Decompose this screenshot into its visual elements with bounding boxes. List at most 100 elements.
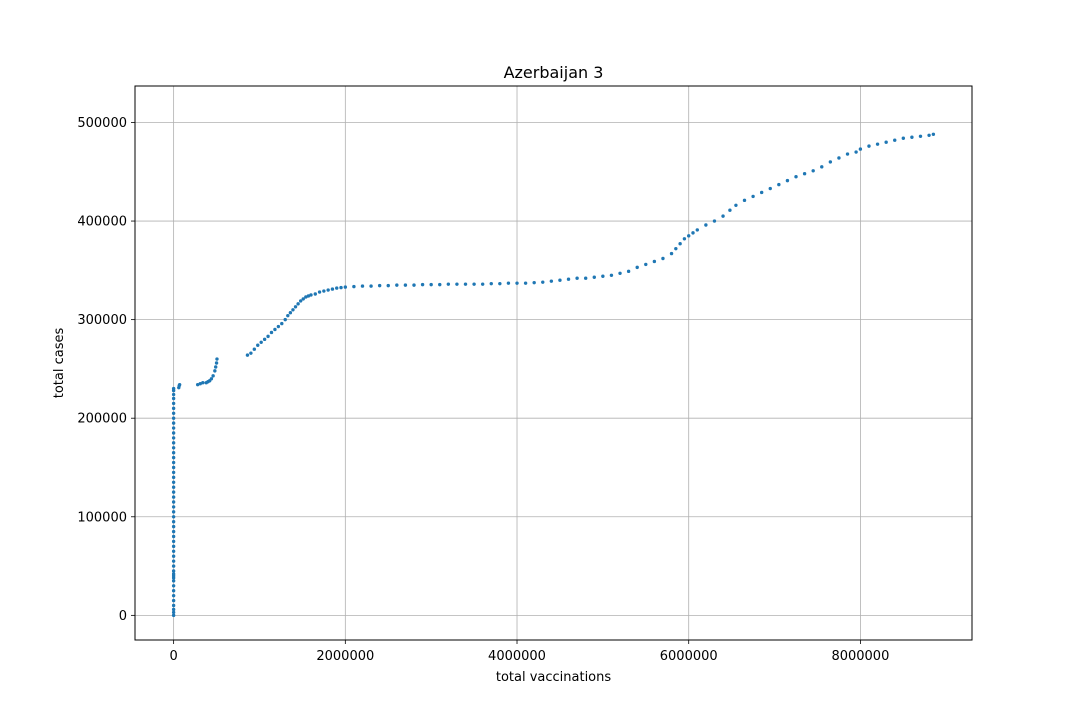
data-point [583, 276, 588, 280]
data-point [901, 136, 906, 140]
data-point [820, 165, 824, 169]
data-point [335, 286, 339, 290]
data-point [927, 133, 931, 137]
data-point [171, 505, 176, 509]
y-tick-label: 300000 [77, 313, 127, 328]
data-point [213, 369, 217, 373]
data-point [171, 465, 176, 470]
data-point [171, 411, 176, 415]
data-point [286, 313, 290, 318]
axis-ticks: 0 2000000 4000000 6000000 8000000 0 100000 2000… [77, 116, 889, 664]
data-point [213, 365, 218, 369]
data-point [682, 237, 687, 241]
data-point [245, 353, 250, 357]
data-point [171, 490, 176, 494]
data-point [811, 169, 815, 173]
data-point [291, 308, 295, 312]
data-point [704, 223, 708, 227]
data-point [304, 295, 308, 299]
data-point [171, 534, 176, 539]
data-point [330, 287, 335, 291]
data-point [198, 382, 202, 386]
data-point [403, 283, 408, 287]
data-point [695, 228, 699, 232]
data-point [171, 524, 176, 529]
data-point [171, 554, 176, 558]
data-point [463, 282, 468, 286]
x-tick-label: 0 [169, 649, 177, 664]
data-point [339, 285, 343, 290]
data-point [171, 610, 176, 615]
data-point [837, 156, 841, 160]
data-point [171, 401, 176, 406]
data-point [301, 297, 305, 301]
data-point [828, 160, 833, 164]
data-point [742, 198, 747, 203]
data-point [313, 292, 317, 296]
data-point [171, 515, 176, 519]
data-point [195, 382, 200, 387]
data-point [171, 460, 176, 465]
data-point [759, 190, 764, 195]
data-points [171, 132, 936, 618]
data-point [171, 603, 176, 608]
data-point [867, 144, 871, 148]
data-point [317, 290, 322, 294]
data-point [875, 142, 880, 146]
data-point [171, 421, 176, 425]
data-point [171, 607, 176, 612]
y-tick-label: 200000 [77, 412, 127, 427]
data-point [283, 317, 287, 322]
data-point [201, 381, 205, 385]
data-point [618, 271, 622, 275]
data-point [211, 374, 215, 378]
data-point [438, 282, 442, 287]
data-point [558, 278, 562, 282]
data-point [687, 234, 691, 238]
data-point [171, 539, 176, 544]
data-point [306, 294, 311, 298]
data-point [523, 281, 528, 285]
data-point [171, 579, 176, 583]
data-point [171, 598, 176, 603]
data-point [293, 305, 298, 309]
data-point [609, 273, 614, 277]
x-tick-label: 4000000 [488, 649, 546, 664]
data-point [455, 282, 459, 286]
data-point [412, 283, 416, 287]
data-point [171, 386, 176, 391]
data-point [269, 330, 274, 335]
data-point [252, 347, 257, 351]
data-point [171, 510, 176, 514]
data-point [777, 182, 781, 187]
data-point [721, 214, 725, 218]
data-point [644, 262, 648, 267]
data-point [515, 281, 519, 285]
data-point [171, 455, 176, 460]
plot-area-frame [134, 85, 973, 641]
data-point [171, 475, 176, 480]
data-point [177, 382, 182, 387]
data-point [322, 289, 326, 293]
y-tick-label: 400000 [77, 215, 127, 230]
data-point [171, 406, 176, 411]
data-point [171, 544, 176, 549]
data-point [626, 269, 631, 274]
data-point [446, 282, 451, 286]
data-point [343, 285, 348, 289]
chart-title: Azerbaijan 3 [504, 63, 604, 82]
data-point [541, 280, 545, 284]
data-point [215, 357, 219, 361]
data-point [884, 140, 888, 144]
data-point [276, 324, 281, 329]
data-point [259, 340, 263, 344]
data-point [369, 284, 373, 288]
data-point [918, 134, 923, 138]
data-point [171, 480, 176, 484]
data-point [171, 470, 176, 475]
data-point [280, 321, 284, 326]
data-point [171, 500, 176, 504]
data-point [296, 302, 300, 306]
data-point [171, 584, 176, 588]
